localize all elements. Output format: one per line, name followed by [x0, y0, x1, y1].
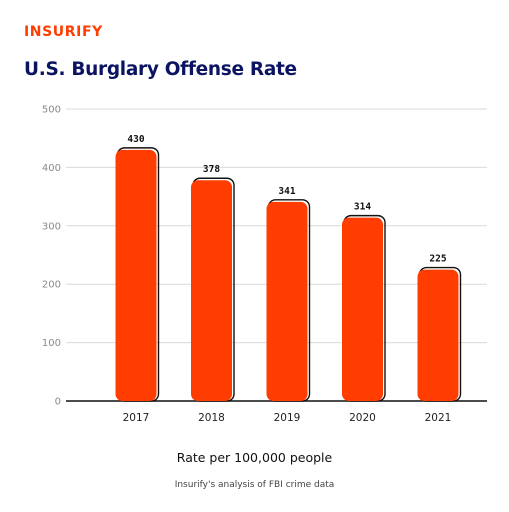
- chart-title: U.S. Burglary Offense Rate: [24, 59, 297, 80]
- bar: [342, 217, 383, 401]
- y-tick-label: 200: [42, 280, 61, 291]
- y-tick-label: 400: [42, 163, 61, 174]
- bar: [191, 180, 232, 401]
- y-tick-label: 0: [55, 397, 61, 408]
- data-label: 341: [278, 186, 295, 197]
- bar: [266, 201, 308, 401]
- source-note: Insurify's analysis of FBI crime data: [174, 480, 335, 490]
- x-axis-ticks: 2017 2018 2019 2020 2021: [123, 412, 452, 424]
- x-axis-label: Rate per 100,000 people: [176, 450, 333, 465]
- bar: [115, 149, 157, 401]
- y-tick-label: 500: [42, 105, 61, 116]
- bar: [417, 269, 459, 401]
- x-tick-label: 2017: [123, 412, 150, 424]
- data-label: 314: [354, 202, 371, 213]
- y-tick-label: 300: [42, 221, 61, 232]
- y-axis-ticks: 0 100 200 300 400 500: [42, 105, 61, 408]
- data-label: 430: [127, 134, 144, 145]
- data-labels: 430 378 341 314 225: [127, 134, 446, 265]
- data-label: 378: [203, 164, 220, 175]
- y-tick-label: 100: [42, 338, 61, 349]
- x-tick-label: 2019: [274, 412, 301, 424]
- brand-logo: INSURIFY: [24, 24, 103, 40]
- x-tick-label: 2020: [349, 412, 376, 424]
- x-tick-label: 2021: [425, 412, 452, 424]
- data-label: 225: [429, 254, 446, 265]
- bars: [115, 147, 462, 402]
- x-tick-label: 2018: [198, 412, 225, 424]
